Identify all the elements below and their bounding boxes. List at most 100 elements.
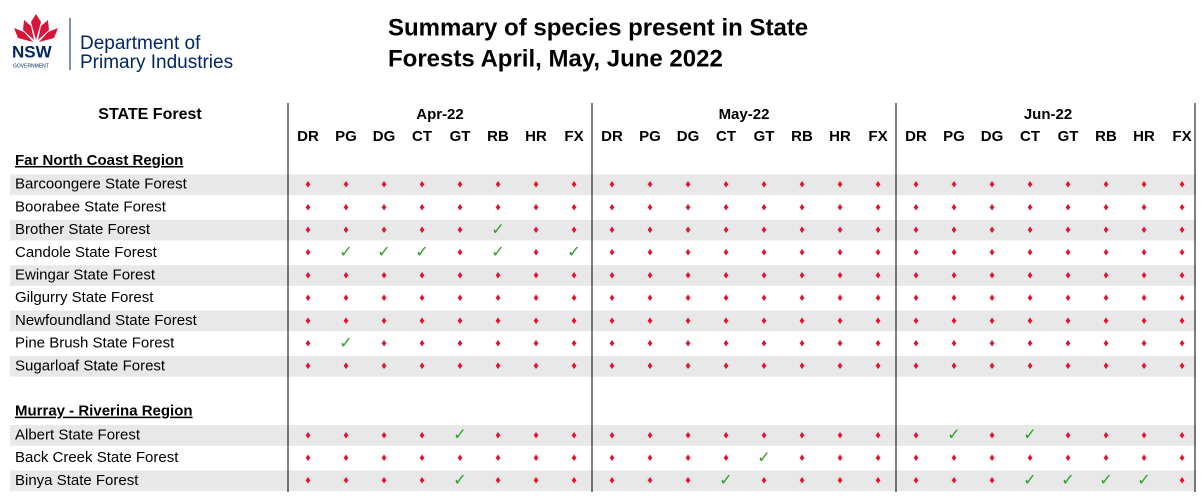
org-name: Primary Industries — [80, 52, 233, 73]
absent-marker: ♦ — [1141, 201, 1147, 213]
absent-marker: ♦ — [1179, 452, 1185, 464]
absent-marker: ♦ — [1141, 315, 1147, 327]
present-check: ✓ — [1023, 472, 1036, 489]
absent-marker: ♦ — [799, 475, 805, 487]
org-name: Department of — [80, 33, 201, 54]
absent-marker: ♦ — [685, 429, 691, 441]
absent-marker: ♦ — [457, 315, 463, 327]
absent-marker: ♦ — [1103, 429, 1109, 441]
absent-marker: ♦ — [875, 247, 881, 259]
present-check: ✓ — [947, 427, 960, 444]
absent-marker: ♦ — [685, 224, 691, 236]
absent-marker: ♦ — [989, 315, 995, 327]
absent-marker: ♦ — [951, 269, 957, 281]
present-check: ✓ — [339, 335, 352, 352]
absent-marker: ♦ — [913, 269, 919, 281]
absent-marker: ♦ — [875, 179, 881, 191]
absent-marker: ♦ — [343, 475, 349, 487]
absent-marker: ♦ — [609, 201, 615, 213]
absent-marker: ♦ — [1141, 224, 1147, 236]
absent-marker: ♦ — [1103, 201, 1109, 213]
absent-marker: ♦ — [571, 292, 577, 304]
present-check: ✓ — [491, 221, 504, 238]
absent-marker: ♦ — [1027, 224, 1033, 236]
absent-marker: ♦ — [951, 224, 957, 236]
absent-marker: ♦ — [837, 360, 843, 372]
absent-marker: ♦ — [609, 315, 615, 327]
absent-marker: ♦ — [533, 179, 539, 191]
absent-marker: ♦ — [1027, 201, 1033, 213]
absent-marker: ♦ — [571, 315, 577, 327]
absent-marker: ♦ — [533, 269, 539, 281]
absent-marker: ♦ — [647, 224, 653, 236]
species-code: DG — [373, 128, 396, 145]
absent-marker: ♦ — [305, 179, 311, 191]
absent-marker: ♦ — [1065, 201, 1071, 213]
absent-marker: ♦ — [761, 224, 767, 236]
absent-marker: ♦ — [875, 201, 881, 213]
absent-marker: ♦ — [305, 429, 311, 441]
absent-marker: ♦ — [913, 247, 919, 259]
absent-marker: ♦ — [533, 452, 539, 464]
absent-marker: ♦ — [457, 201, 463, 213]
absent-marker: ♦ — [837, 247, 843, 259]
absent-marker: ♦ — [419, 452, 425, 464]
absent-marker: ♦ — [1103, 179, 1109, 191]
absent-marker: ♦ — [647, 179, 653, 191]
absent-marker: ♦ — [343, 429, 349, 441]
absent-marker: ♦ — [571, 429, 577, 441]
absent-marker: ♦ — [761, 360, 767, 372]
forest-name: Pine Brush State Forest — [15, 335, 175, 352]
absent-marker: ♦ — [533, 429, 539, 441]
absent-marker: ♦ — [647, 452, 653, 464]
absent-marker: ♦ — [1065, 360, 1071, 372]
absent-marker: ♦ — [685, 292, 691, 304]
absent-marker: ♦ — [723, 269, 729, 281]
absent-marker: ♦ — [799, 269, 805, 281]
absent-marker: ♦ — [799, 452, 805, 464]
absent-marker: ♦ — [343, 292, 349, 304]
absent-marker: ♦ — [875, 452, 881, 464]
absent-marker: ♦ — [951, 360, 957, 372]
species-code: GT — [1058, 128, 1079, 145]
absent-marker: ♦ — [647, 338, 653, 350]
species-code: GT — [450, 128, 471, 145]
present-check: ✓ — [491, 244, 504, 261]
absent-marker: ♦ — [761, 475, 767, 487]
absent-marker: ♦ — [381, 179, 387, 191]
absent-marker: ♦ — [875, 360, 881, 372]
absent-marker: ♦ — [533, 360, 539, 372]
absent-marker: ♦ — [723, 338, 729, 350]
absent-marker: ♦ — [1179, 201, 1185, 213]
absent-marker: ♦ — [571, 224, 577, 236]
absent-marker: ♦ — [647, 360, 653, 372]
absent-marker: ♦ — [1103, 269, 1109, 281]
species-code: PG — [335, 128, 357, 145]
absent-marker: ♦ — [799, 338, 805, 350]
absent-marker: ♦ — [913, 475, 919, 487]
absent-marker: ♦ — [1141, 360, 1147, 372]
absent-marker: ♦ — [647, 269, 653, 281]
absent-marker: ♦ — [609, 269, 615, 281]
absent-marker: ♦ — [609, 224, 615, 236]
absent-marker: ♦ — [533, 247, 539, 259]
present-check: ✓ — [453, 427, 466, 444]
absent-marker: ♦ — [989, 292, 995, 304]
absent-marker: ♦ — [1065, 315, 1071, 327]
absent-marker: ♦ — [837, 201, 843, 213]
title: Summary of species present in State — [388, 14, 808, 41]
forest-name: Barcoongere State Forest — [15, 176, 188, 193]
absent-marker: ♦ — [1027, 360, 1033, 372]
absent-marker: ♦ — [647, 201, 653, 213]
species-code: GT — [754, 128, 775, 145]
absent-marker: ♦ — [837, 224, 843, 236]
absent-marker: ♦ — [951, 338, 957, 350]
absent-marker: ♦ — [647, 292, 653, 304]
region-header: Murray - Riverina Region — [15, 403, 193, 420]
absent-marker: ♦ — [609, 247, 615, 259]
species-code: RB — [1095, 128, 1117, 145]
species-code: DR — [601, 128, 623, 145]
absent-marker: ♦ — [951, 179, 957, 191]
absent-marker: ♦ — [495, 338, 501, 350]
absent-marker: ♦ — [343, 452, 349, 464]
